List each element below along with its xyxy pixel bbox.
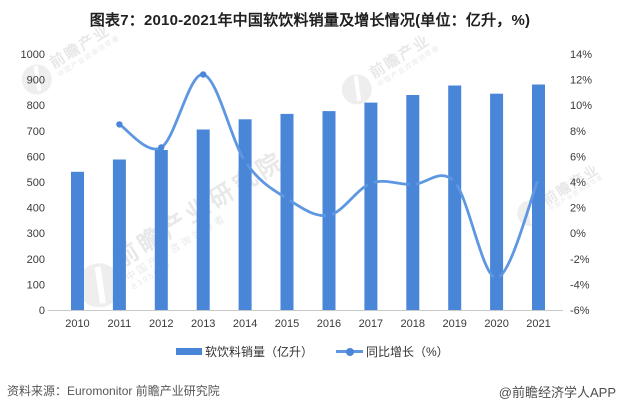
bar-2015 (280, 113, 294, 311)
bar-series-swatch (176, 347, 202, 355)
data-source-text: 资料来源：Euromonitor 前瞻产业研究院 (7, 384, 220, 398)
right-axis-tick: 14% (570, 49, 592, 61)
legend-item-sales: 软饮料销量（亿升） (176, 343, 313, 360)
x-axis-label: 2011 (108, 318, 132, 330)
x-axis-label: 2013 (191, 318, 215, 330)
growth-marker (367, 180, 375, 187)
line-series-swatch (336, 347, 364, 356)
growth-marker (283, 195, 291, 202)
bar-2012 (154, 150, 168, 310)
legend-label-growth: 同比增长（%） (366, 344, 449, 359)
chart-title: 图表7：2010-2021年中国软饮料销量及增长情况(单位：亿升，%) (89, 12, 531, 29)
right-axis-tick: -2% (570, 254, 590, 266)
growth-marker (200, 71, 207, 78)
right-axis-tick: 10% (570, 100, 592, 112)
right-axis-tick: -4% (570, 279, 590, 291)
growth-marker (158, 144, 165, 151)
x-axis-label: 2015 (275, 318, 299, 330)
right-axis-tick: 12% (570, 75, 592, 87)
growth-marker (409, 181, 416, 188)
x-axis-label: 2010 (65, 318, 89, 330)
bar-2011 (112, 159, 126, 310)
growth-marker (535, 175, 542, 182)
bar-2019 (448, 85, 462, 310)
right-axis-tick: 4% (570, 177, 586, 189)
bar-2017 (364, 102, 378, 310)
right-axis-tick: -6% (570, 305, 590, 317)
growth-marker (325, 212, 333, 219)
line-swatch-dot (346, 347, 355, 356)
left-axis-tick: 0 (39, 305, 45, 317)
right-axis-tick: 8% (570, 126, 586, 138)
x-axis-label: 2018 (401, 318, 425, 330)
bar-2016 (322, 111, 336, 310)
right-axis-tick: 6% (570, 151, 586, 163)
growth-marker (241, 158, 249, 165)
right-axis-tick: 0% (570, 228, 586, 240)
left-axis-tick: 400 (27, 203, 45, 215)
left-axis-tick: 100 (27, 279, 45, 291)
x-axis-label: 2020 (484, 318, 508, 330)
x-axis-label: 2021 (526, 318, 550, 330)
x-axis-label: 2014 (233, 318, 257, 330)
bar-2010 (71, 171, 84, 310)
left-axis-tick: 200 (27, 254, 45, 266)
x-axis-label: 2019 (442, 318, 466, 330)
left-axis-tick: 800 (27, 100, 45, 112)
bar-2013 (196, 129, 210, 310)
growth-marker (493, 274, 500, 282)
chart-legend: 软饮料销量（亿升） 同比增长（%） (176, 343, 449, 359)
left-axis-tick: 500 (27, 177, 45, 189)
growth-marker (451, 178, 458, 186)
growth-marker (116, 121, 123, 128)
x-axis-label: 2016 (317, 318, 341, 330)
bar-2020 (490, 93, 504, 310)
legend-label-sales: 软饮料销量（亿升） (205, 344, 314, 359)
credit-text: @前瞻经济学人APP (498, 385, 616, 400)
left-axis-tick: 1000 (21, 49, 45, 61)
left-axis-tick: 700 (27, 126, 45, 138)
bar-2021 (532, 84, 545, 310)
legend-item-growth: 同比增长（%） (336, 343, 449, 360)
bar-2014 (238, 119, 252, 310)
x-axis-label: 2017 (359, 318, 383, 330)
right-axis-tick: 2% (570, 203, 586, 215)
left-axis-tick: 900 (27, 75, 45, 87)
x-axis-label: 2012 (149, 318, 173, 330)
left-axis-tick: 300 (27, 228, 45, 240)
chart-plot: 0 100 200 300 400 500 600 700 800 900 1000 -6% -4% -2… (21, 49, 593, 330)
bar-2018 (406, 95, 420, 310)
left-axis-tick: 600 (27, 151, 45, 163)
